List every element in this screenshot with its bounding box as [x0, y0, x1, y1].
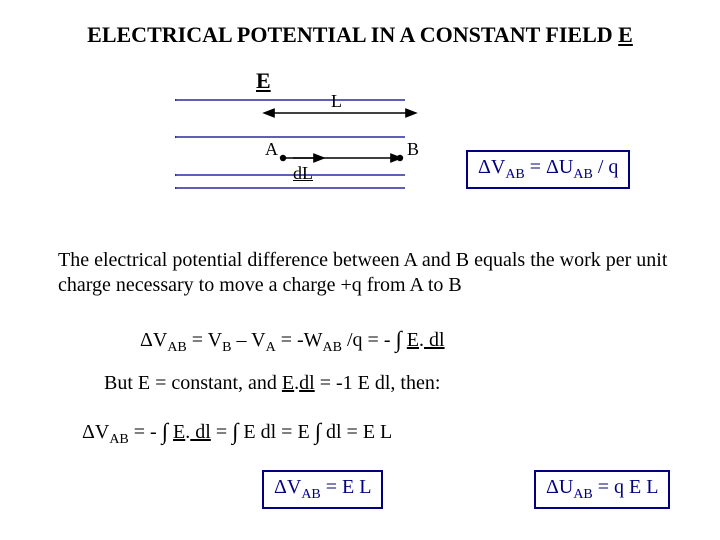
explanation-paragraph: The electrical potential difference betw… [58, 248, 668, 298]
equation-integral-chain: ΔVAB = - ∫ E. dl = ∫ E dl = E ∫ dl = E L [82, 418, 392, 448]
title-text: ELECTRICAL POTENTIAL IN A CONSTANT FIELD [87, 22, 618, 47]
B-label: B [407, 139, 419, 160]
equation-E-constant-note: But E = constant, and E.dl = -1 E dl, th… [104, 372, 440, 395]
field-label-E: E [256, 68, 271, 94]
equation-dV-expansion: ΔVAB = VB – VA = -WAB /q = - ∫ E. dl [140, 326, 445, 356]
L-label: L [331, 91, 342, 112]
boxed-eq-dV-EL: ΔVAB = E L [262, 470, 383, 509]
field-diagram: L A B dL [175, 95, 425, 190]
title-E: E [618, 22, 633, 47]
dL-label: dL [293, 163, 313, 184]
A-label: A [265, 139, 278, 160]
page-title: ELECTRICAL POTENTIAL IN A CONSTANT FIELD… [0, 22, 720, 48]
boxed-eq-dV-dU-q: ΔVAB = ΔUAB / q [466, 150, 630, 189]
boxed-eq-dU-qEL: ΔUAB = q E L [534, 470, 670, 509]
